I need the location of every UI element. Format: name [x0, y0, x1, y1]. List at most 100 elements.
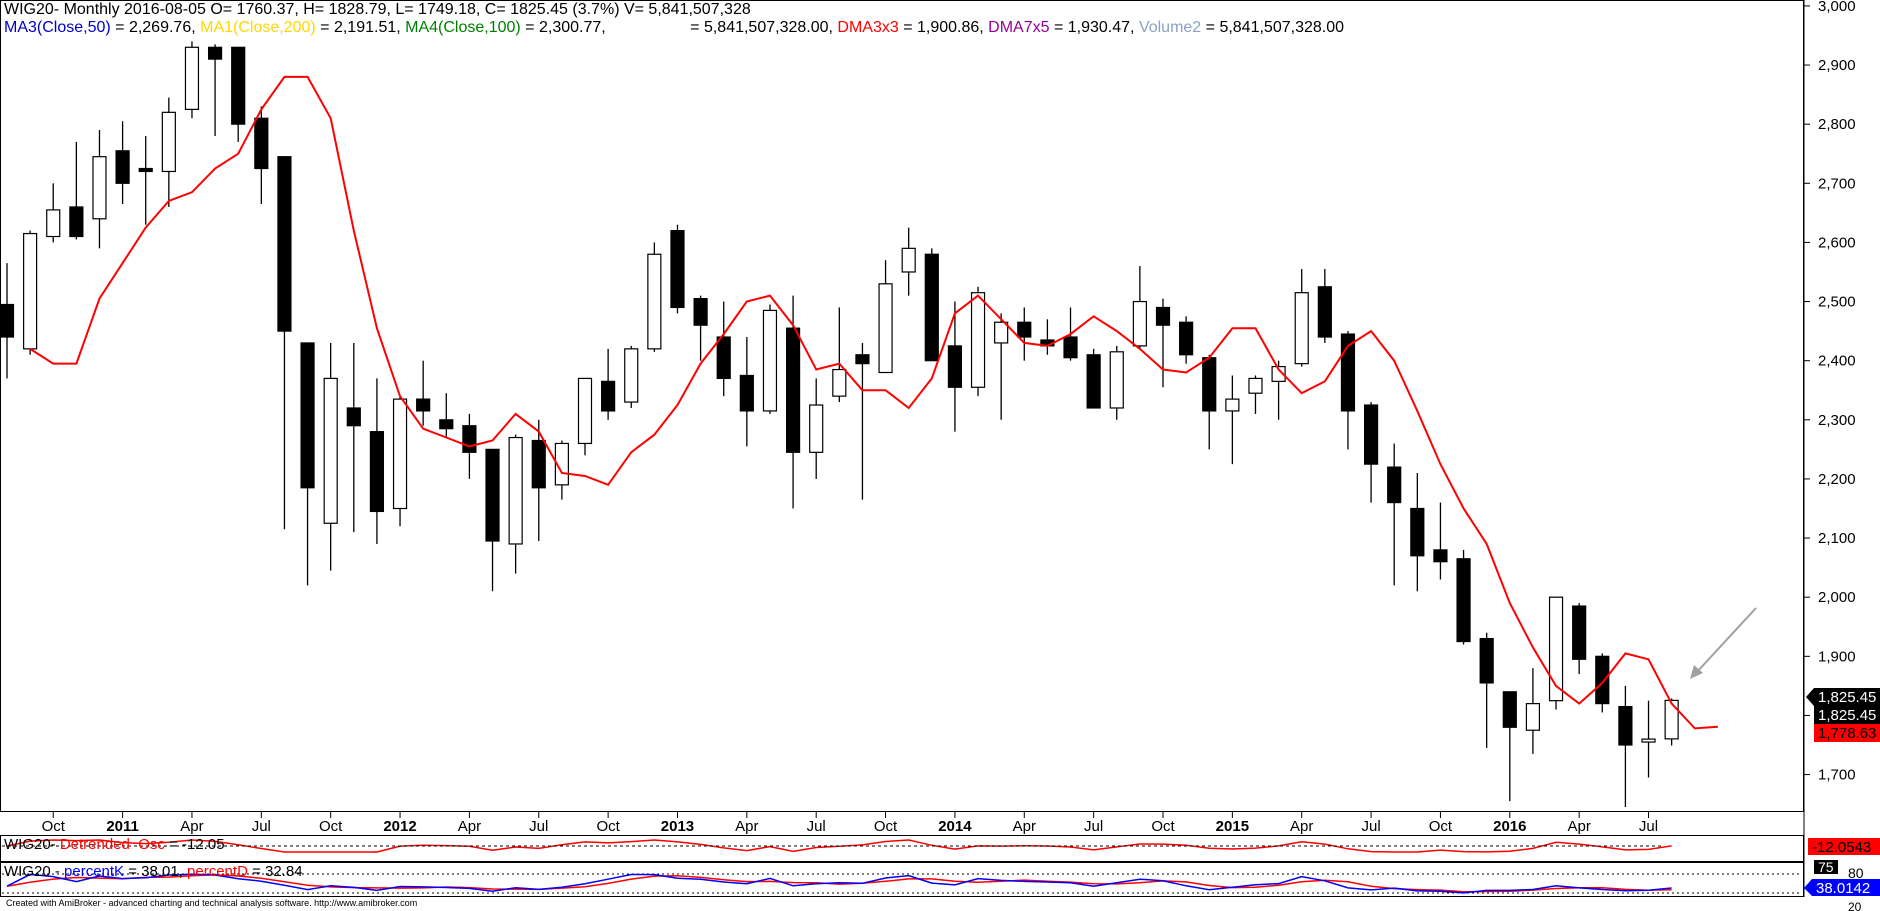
candle-body-up [1641, 738, 1656, 743]
y-tick-label: 2,100 [1818, 530, 1856, 547]
x-tick-label: Apr [1290, 818, 1313, 835]
footer-credit: Created with AmiBroker - advanced charti… [6, 898, 418, 908]
candle-body-down [439, 419, 454, 430]
y-tick-label: 2,700 [1818, 175, 1856, 192]
candle-body-down [531, 439, 546, 489]
candle-body-up [970, 292, 986, 388]
candle-body-up [577, 377, 593, 445]
ma1-label: MA1(Close,200) [200, 19, 316, 36]
y-tick-label: 1,900 [1818, 648, 1856, 665]
x-tick-label: 2015 [1216, 818, 1249, 835]
x-tick-label: Jul [807, 818, 826, 835]
candle-body-down [1479, 637, 1494, 684]
stoch-k-tag [1804, 879, 1880, 896]
candle-body-down [462, 425, 477, 453]
candle-body-up [1225, 398, 1240, 412]
x-tick-label: Apr [735, 818, 758, 835]
candle-body-down [693, 297, 708, 326]
candle-body-down [207, 46, 223, 60]
volume-label: Volume2 [1138, 19, 1202, 36]
osc-value: = -12.05 [164, 836, 225, 853]
candle-body-up [647, 253, 662, 350]
price-tags: 1,825.45 1,825.45 1,778.63 [1806, 688, 1880, 742]
candlesticks [0, 41, 1679, 808]
candle-body-up [46, 209, 61, 238]
candle-body-down [1387, 466, 1402, 504]
x-tick-label: Apr [1567, 818, 1590, 835]
x-tick-label: Oct [874, 818, 898, 835]
candle-body-down [739, 374, 754, 412]
stoch-legend: WIG20 - percentK = 38.01, percentD = 32.… [4, 863, 303, 881]
candle-body-down [670, 229, 685, 309]
candle-body-down [1410, 507, 1425, 557]
dma3-label: DMA3x3 [837, 19, 899, 36]
close-tag-1: 1,825.45 [1806, 688, 1880, 706]
x-tick-label: 2013 [661, 818, 694, 835]
volume-value: = 5,841,507,328.00 [1201, 19, 1344, 36]
indicator-legend: MA3(Close,50) = 2,269.76, MA1(Close,200)… [4, 19, 1344, 37]
osc-line [6, 839, 1672, 853]
candle-body-down [1017, 321, 1032, 338]
candle-body-down [1572, 605, 1587, 660]
stoch-d-value: = 32.84 [247, 863, 303, 880]
stoch-80-text: 80 [1848, 865, 1864, 881]
candle-body-up [1525, 703, 1541, 731]
x-tick-label: Oct [1151, 818, 1175, 835]
candle-body-down [947, 345, 963, 388]
stoch-k-tag-text: 38.0142 [1816, 880, 1870, 897]
y-tick-label: 2,500 [1818, 294, 1856, 311]
candle-body-up [392, 398, 408, 510]
y-tick-label: 2,900 [1818, 57, 1856, 74]
candle-body-up [1548, 596, 1564, 702]
y-tick-label: 2,300 [1818, 412, 1856, 429]
candle-body-up [1271, 365, 1286, 382]
candle-body-down [416, 398, 431, 412]
dma3-value: = 1,900.86, [898, 19, 989, 36]
candle-body-up [1248, 377, 1263, 394]
candle-body-down [300, 342, 315, 489]
osc-legend: WIG20- Detrended Osc = -12.05 [4, 836, 225, 854]
y-tick-label: 2,000 [1818, 589, 1856, 606]
percentK-line [6, 873, 1672, 894]
ma3-value: = 2,269.76, [110, 19, 201, 36]
x-tick-label: Jul [529, 818, 548, 835]
candle-body-down [346, 407, 361, 427]
candle-body-up [161, 111, 176, 173]
y-tick-label: 1,700 [1818, 767, 1856, 784]
x-tick-label: 2016 [1493, 818, 1526, 835]
candle-body-down [1456, 558, 1471, 643]
x-tick-label: Oct [42, 818, 66, 835]
candle-body-down [69, 206, 84, 238]
stoch-k-value: = 38.01, [124, 863, 188, 880]
candle-body-up [901, 247, 916, 273]
y-tick-label: 3,000 [1818, 0, 1856, 15]
ma1-value: = 2,191.51, [315, 19, 406, 36]
annotation-arrow [1695, 607, 1757, 674]
candle-body-up [624, 348, 639, 403]
x-tick-label: Oct [596, 818, 620, 835]
chart-title-line: WIG20- Monthly 2016-08-05 O= 1760.37, H=… [4, 1, 751, 18]
candle-body-up [878, 283, 893, 374]
x-tick-label: Jul [1639, 818, 1658, 835]
candle-body-up [832, 368, 847, 397]
candle-body-down [601, 380, 616, 412]
y-tick-label: 2,400 [1818, 353, 1856, 370]
stoch-75-tag [1814, 860, 1838, 874]
close-tag-2: 1,825.45 [1814, 706, 1880, 724]
candle-body-down [138, 167, 153, 173]
candle-body-up [1109, 351, 1124, 409]
candle-body-down [1063, 336, 1078, 359]
candle-body-down [369, 431, 385, 513]
y-axis-ticks: 1,7001,8001,9002,0002,1002,2002,3002,400… [1804, 0, 1856, 784]
osc-tag-text: -12.0543 [1812, 839, 1871, 856]
dma-tag: 1,778.63 [1814, 724, 1880, 742]
close-tag-2-text: 1,825.45 [1818, 707, 1876, 724]
candle-body-down [1502, 691, 1517, 728]
candle-body-up [323, 377, 338, 524]
candle-body-down [1363, 404, 1379, 465]
dma7-label: DMA7x5 [988, 19, 1050, 36]
candle-body-down [1086, 354, 1101, 409]
candle-body-up [809, 404, 824, 453]
stoch-k-label: percentK [64, 863, 125, 880]
dma7-value: = 1,930.47, [1049, 19, 1139, 36]
